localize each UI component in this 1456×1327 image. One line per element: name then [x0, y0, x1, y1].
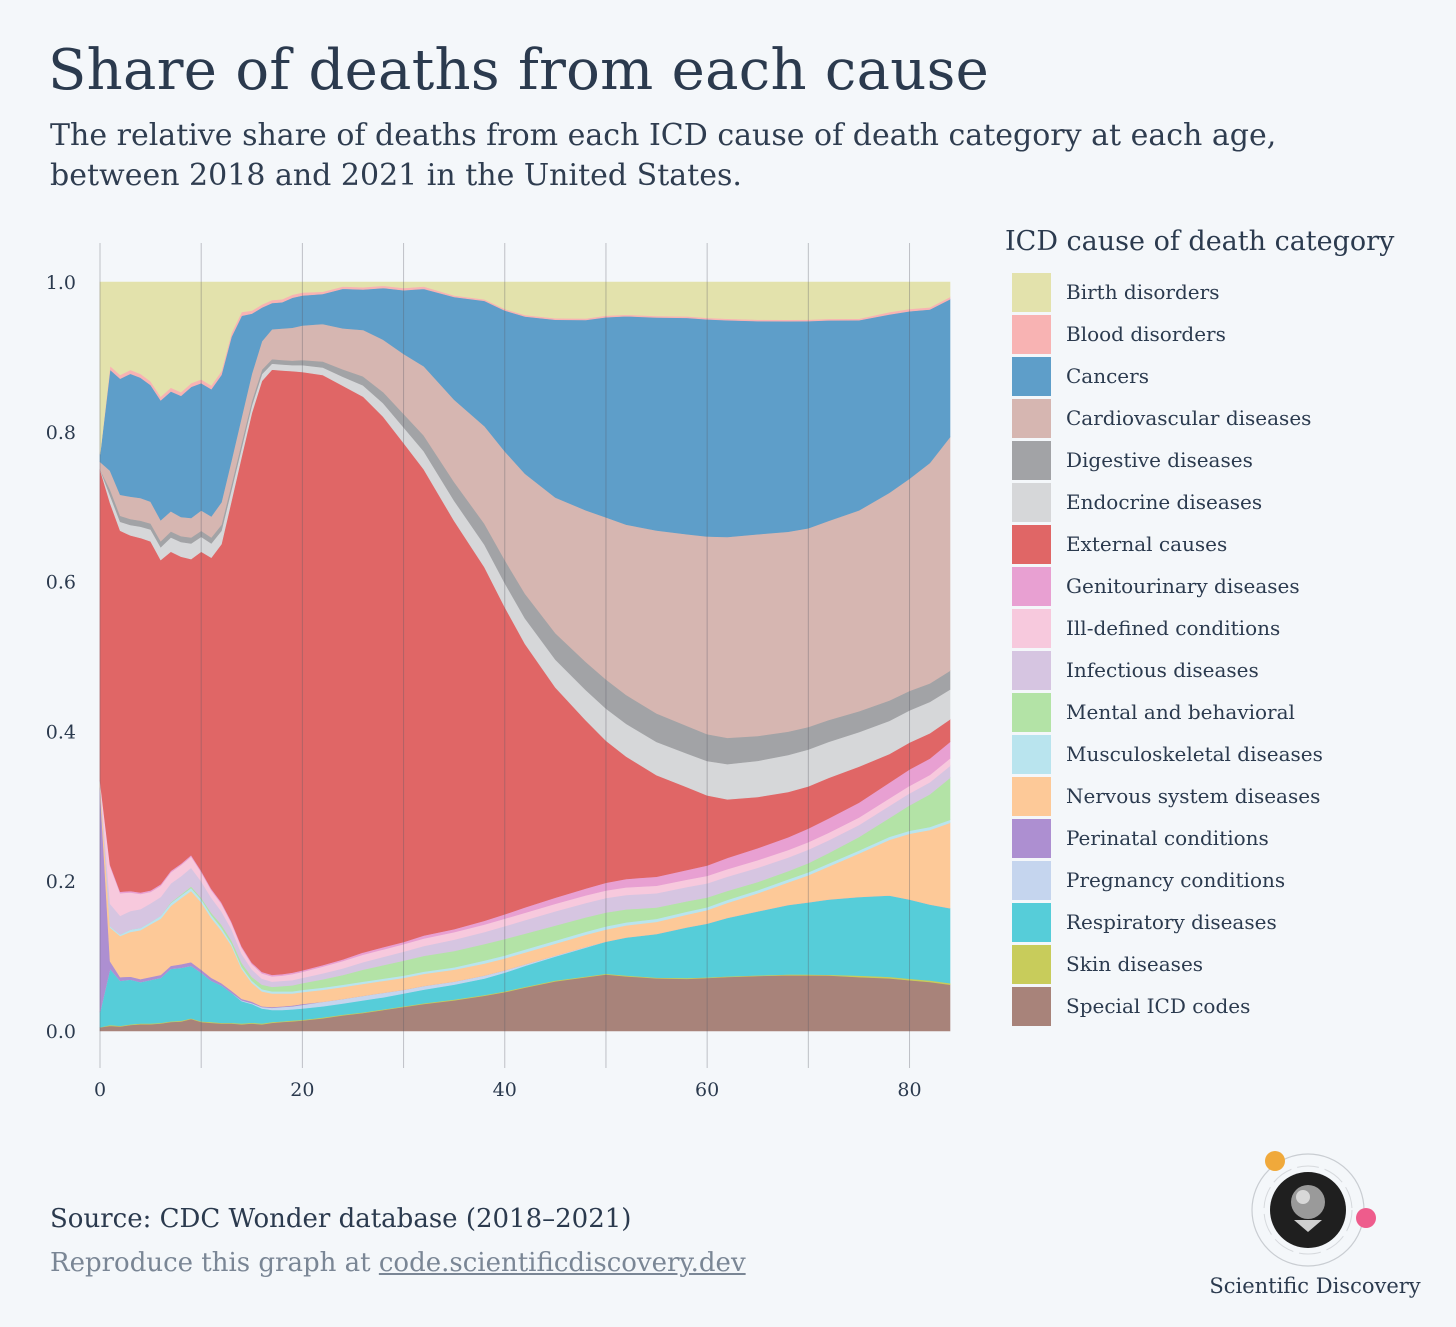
legend-item: Respiratory diseases — [1005, 901, 1445, 943]
x-tick-label: 40 — [493, 1079, 517, 1101]
legend-item: Blood disorders — [1005, 313, 1445, 355]
y-tick-label: 0.8 — [46, 422, 76, 444]
legend: ICD cause of death category Birth disord… — [1005, 226, 1445, 1027]
y-tick-label: 1.0 — [46, 272, 76, 294]
area-birth-disorders — [99, 281, 951, 455]
legend-swatch — [1012, 482, 1051, 522]
legend-item: Endocrine diseases — [1005, 481, 1445, 523]
x-tick-label: 60 — [695, 1079, 719, 1101]
x-tick-label: 80 — [897, 1079, 921, 1101]
chart-subtitle: The relative share of deaths from each I… — [50, 118, 1277, 193]
legend-label: Endocrine diseases — [1066, 490, 1263, 514]
legend-item: Perinatal conditions — [1005, 817, 1445, 859]
chart-title: Share of deaths from each cause — [48, 38, 990, 103]
legend-item: Birth disorders — [1005, 271, 1445, 313]
legend-label: Musculoskeletal diseases — [1066, 742, 1323, 766]
legend-swatch — [1012, 524, 1051, 564]
x-axis-ticks: 0 20 40 60 80 — [94, 1079, 922, 1101]
legend-label: Nervous system diseases — [1066, 784, 1321, 808]
legend-item: External causes — [1005, 523, 1445, 565]
legend-label: Blood disorders — [1066, 322, 1226, 346]
y-tick-label: 0.2 — [46, 871, 76, 893]
legend-item: Cardiovascular diseases — [1005, 397, 1445, 439]
legend-label: Infectious diseases — [1066, 658, 1259, 682]
reproduce-prefix: Reproduce this graph at — [50, 1248, 379, 1278]
legend-swatch — [1012, 944, 1051, 984]
y-tick-label: 0.0 — [46, 1021, 76, 1043]
legend-swatch — [1012, 272, 1051, 312]
legend-item: Infectious diseases — [1005, 649, 1445, 691]
legend-swatch — [1012, 440, 1051, 480]
legend-item: Pregnancy conditions — [1005, 859, 1445, 901]
y-tick-label: 0.4 — [46, 721, 76, 743]
legend-swatch — [1012, 776, 1051, 816]
legend-swatch — [1012, 650, 1051, 690]
scientific-discovery-logo-icon — [1251, 1151, 1376, 1267]
legend-swatch — [1012, 986, 1051, 1026]
stacked-area-chart: 0 20 40 60 80 0.0 0.2 0.4 0.6 0.8 1.0 — [46, 243, 951, 1101]
legend-label: Skin diseases — [1066, 952, 1204, 976]
legend-swatch — [1012, 314, 1051, 354]
legend-list: Birth disorders Blood disorders Cancers Car… — [1005, 271, 1445, 1027]
legend-swatch — [1012, 398, 1051, 438]
legend-item: Musculoskeletal diseases — [1005, 733, 1445, 775]
legend-label: Perinatal conditions — [1066, 826, 1269, 850]
legend-swatch — [1012, 356, 1051, 396]
legend-item: Digestive diseases — [1005, 439, 1445, 481]
legend-label: Mental and behavioral — [1066, 700, 1295, 724]
legend-swatch — [1012, 818, 1051, 858]
reproduce-note: Reproduce this graph at code.scientificd… — [50, 1248, 746, 1278]
legend-label: Cancers — [1066, 364, 1149, 388]
legend-item: Cancers — [1005, 355, 1445, 397]
x-tick-label: 0 — [94, 1079, 106, 1101]
legend-item: Nervous system diseases — [1005, 775, 1445, 817]
legend-item: Genitourinary diseases — [1005, 565, 1445, 607]
reproduce-link[interactable]: code.scientificdiscovery.dev — [378, 1248, 746, 1278]
legend-swatch — [1012, 902, 1051, 942]
legend-label: Digestive diseases — [1066, 448, 1253, 472]
legend-swatch — [1012, 734, 1051, 774]
y-axis-ticks: 0.0 0.2 0.4 0.6 0.8 1.0 — [46, 272, 76, 1043]
legend-swatch — [1012, 566, 1051, 606]
legend-label: Special ICD codes — [1066, 994, 1251, 1018]
legend-swatch — [1012, 608, 1051, 648]
area-layers — [99, 281, 951, 1032]
vertical-gridlines — [99, 243, 911, 1068]
brand-name: Scientific Discovery — [1209, 1274, 1421, 1298]
legend-label: Genitourinary diseases — [1066, 574, 1300, 598]
legend-item: Ill-defined conditions — [1005, 607, 1445, 649]
legend-title: ICD cause of death category — [1005, 226, 1395, 257]
source-note: Source: CDC Wonder database (2018–2021) — [50, 1204, 632, 1234]
legend-label: Ill-defined conditions — [1066, 616, 1281, 640]
legend-item: Special ICD codes — [1005, 985, 1445, 1027]
y-tick-label: 0.6 — [46, 572, 76, 594]
legend-label: Pregnancy conditions — [1066, 868, 1286, 892]
legend-label: External causes — [1066, 532, 1228, 556]
legend-label: Birth disorders — [1066, 280, 1220, 304]
legend-item: Skin diseases — [1005, 943, 1445, 985]
x-tick-label: 20 — [290, 1079, 314, 1101]
legend-label: Respiratory diseases — [1066, 910, 1277, 934]
legend-swatch — [1012, 860, 1051, 900]
legend-label: Cardiovascular diseases — [1066, 406, 1312, 430]
legend-swatch — [1012, 692, 1051, 732]
legend-item: Mental and behavioral — [1005, 691, 1445, 733]
